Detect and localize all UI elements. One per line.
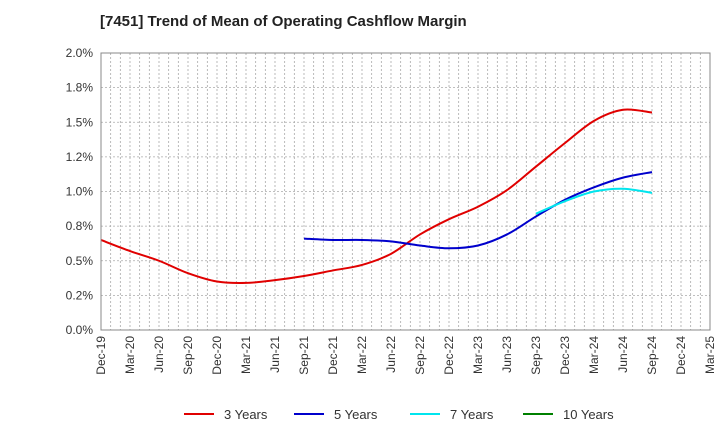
y-tick-label: 1.2% — [66, 150, 94, 164]
series-line-3-years — [100, 108, 653, 285]
y-tick-label: 1.8% — [66, 81, 94, 95]
y-tick-label: 0.0% — [66, 323, 94, 337]
plot-area-border — [100, 52, 711, 331]
x-tick-label: Sep-20 — [181, 336, 195, 375]
x-tick-label: Jun-24 — [616, 336, 630, 373]
legend-label: 5 Years — [334, 407, 378, 422]
x-tick-label: Dec-24 — [674, 336, 688, 375]
legend-label: 7 Years — [450, 407, 494, 422]
x-tick-label: Jun-23 — [500, 336, 514, 373]
x-tick-label: Sep-24 — [645, 336, 659, 375]
y-tick-label: 0.5% — [66, 254, 94, 268]
x-axis-ticks: Dec-19 Mar-20 Jun-20 Sep-20 Dec-20 Mar-21 Jun-… — [94, 336, 717, 375]
x-tick-label: Sep-22 — [413, 336, 427, 375]
y-tick-label: 2.0% — [66, 46, 94, 60]
x-tick-label: Mar-23 — [471, 336, 485, 374]
y-tick-label: 1.5% — [66, 115, 94, 129]
legend-label: 3 Years — [224, 407, 268, 422]
x-tick-label: Mar-22 — [355, 336, 369, 374]
x-tick-label: Sep-21 — [297, 336, 311, 375]
x-tick-label: Jun-22 — [384, 336, 398, 373]
y-tick-label: 0.2% — [66, 288, 94, 302]
x-tick-label: Mar-21 — [239, 336, 253, 374]
legend-label: 10 Years — [563, 407, 614, 422]
x-tick-label: Mar-24 — [587, 336, 601, 374]
y-tick-label: 0.8% — [66, 219, 94, 233]
series-line-7-years — [535, 187, 653, 215]
x-tick-label: Dec-21 — [326, 336, 340, 375]
x-tick-label: Dec-22 — [442, 336, 456, 375]
x-tick-label: Dec-20 — [210, 336, 224, 375]
x-tick-label: Dec-19 — [94, 336, 108, 375]
x-tick-label: Mar-20 — [123, 336, 137, 374]
y-axis-ticks: 0.0% 0.2% 0.5% 0.8% 1.0% 1.2% 1.5% 1.8% 2.0% — [66, 46, 94, 337]
grid — [100, 52, 711, 331]
x-tick-label: Jun-20 — [152, 336, 166, 373]
x-tick-label: Dec-23 — [558, 336, 572, 375]
legend: 3 Years 5 Years 7 Years 10 Years — [184, 407, 614, 422]
series-lines — [100, 108, 653, 285]
y-tick-label: 1.0% — [66, 185, 94, 199]
x-tick-label: Mar-25 — [703, 336, 717, 374]
x-tick-label: Jun-21 — [268, 336, 282, 373]
series-line-5-years — [303, 171, 653, 250]
x-tick-label: Sep-23 — [529, 336, 543, 375]
chart-title: [7451] Trend of Mean of Operating Cashfl… — [100, 13, 467, 30]
